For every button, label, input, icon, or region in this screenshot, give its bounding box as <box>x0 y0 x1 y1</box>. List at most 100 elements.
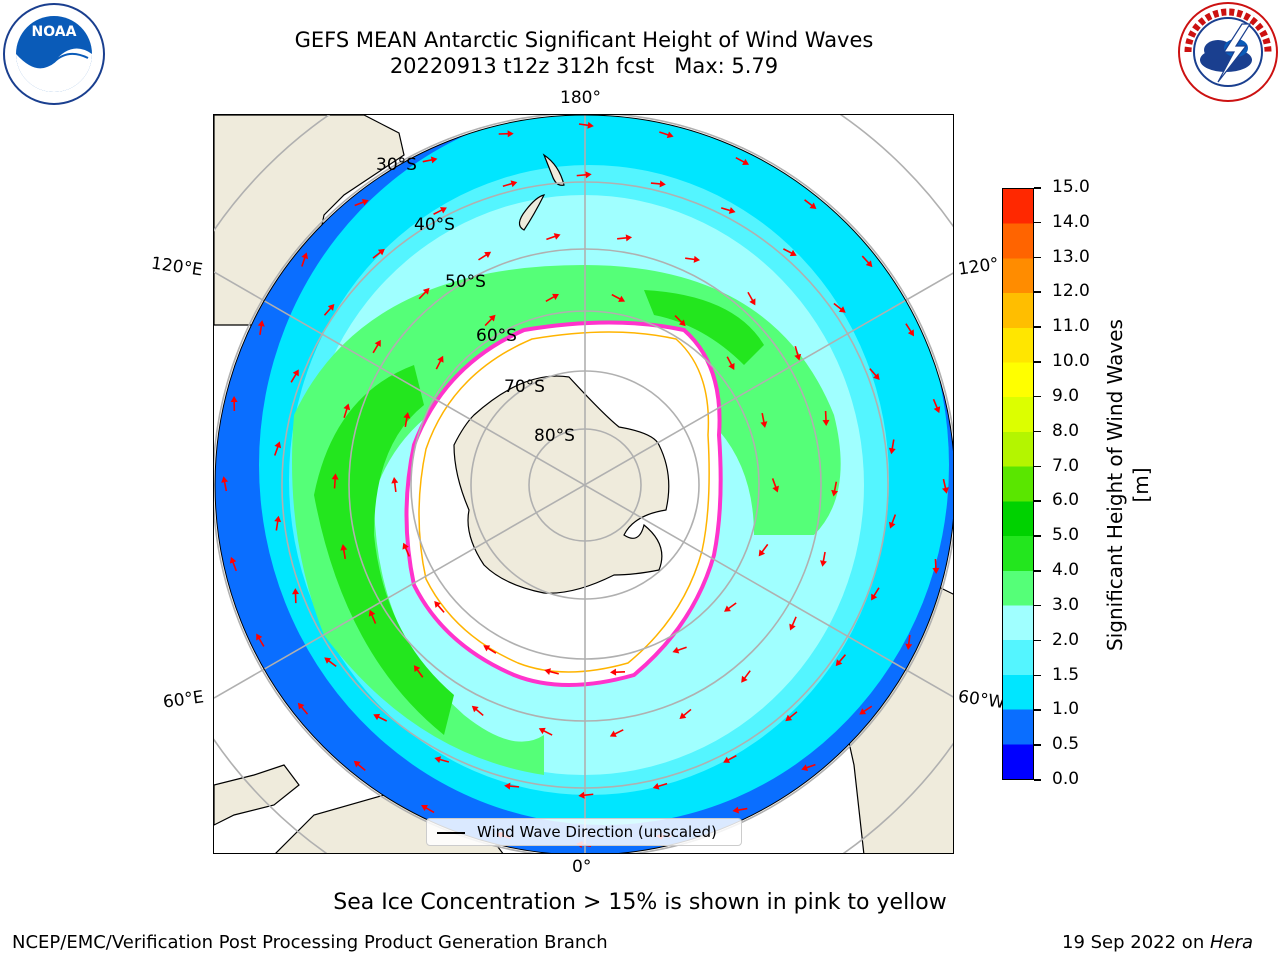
wave-direction-arrow <box>301 252 309 267</box>
legend-line-swatch <box>437 832 465 834</box>
sea-ice-margin <box>418 331 710 673</box>
colorbar-tick-mark <box>1034 674 1041 677</box>
wave-direction-arrow <box>659 131 674 139</box>
wave-direction-arrow <box>771 478 779 493</box>
lat-label-30: 30°S <box>376 155 417 175</box>
lon-label-180: 180° <box>560 88 601 108</box>
colorbar-tick-mark <box>1034 465 1041 468</box>
footer-host: Hera <box>1209 932 1253 953</box>
colorbar-tick-mark <box>1034 291 1041 293</box>
wave-direction-arrow <box>674 314 686 327</box>
antarctica-land <box>453 375 670 594</box>
wave-direction-arrow <box>741 670 751 683</box>
colorbar-tick-mark <box>1034 535 1041 537</box>
wave-direction-arrow <box>747 291 756 306</box>
lat-label-50: 50°S <box>445 272 486 292</box>
wave-direction-arrow <box>932 558 940 574</box>
wave-direction-arrow <box>609 729 624 737</box>
wave-direction-arrow <box>576 171 592 179</box>
wave-direction-arrow <box>483 645 497 654</box>
wave-direction-arrow <box>353 760 366 771</box>
wave-direction-arrow <box>421 804 435 814</box>
wave-direction-arrow <box>471 705 484 717</box>
band-4.0-5.0 <box>314 365 454 735</box>
wave-direction-arrow <box>833 302 846 313</box>
wave-direction-arrow <box>221 476 229 492</box>
wave-direction-arrow <box>905 634 913 650</box>
wave-direction-arrow <box>905 323 915 337</box>
wave-direction-arrow <box>888 514 897 529</box>
wave-direction-arrow <box>650 180 666 188</box>
wave-direction-arrow <box>758 543 769 557</box>
wave-direction-arrow <box>888 439 896 455</box>
map-legend: Wind Wave Direction (unscaled) <box>426 818 742 846</box>
colorbar-tick-mark <box>1034 326 1041 328</box>
wave-direction-arrow <box>578 791 594 799</box>
colorbar-tick-label: 11.0 <box>1052 316 1090 337</box>
legend-label: Wind Wave Direction (unscaled) <box>477 823 717 841</box>
wave-direction-arrow <box>831 481 839 497</box>
wave-direction-arrow <box>732 806 748 814</box>
wave-direction-arrow <box>331 473 339 489</box>
wave-direction-arrow <box>835 654 847 667</box>
wave-direction-arrow <box>256 633 265 647</box>
wave-direction-arrow <box>403 412 411 428</box>
wave-direction-arrow <box>504 782 520 790</box>
wave-direction-arrow <box>859 705 873 715</box>
wave-direction-arrow <box>297 702 309 715</box>
colorbar-tick-mark <box>1034 709 1041 711</box>
national-weather-service-logo <box>1178 2 1278 102</box>
wave-direction-arrow <box>498 130 514 138</box>
map-boundary <box>214 115 953 853</box>
noaa-logo: NOAA <box>3 3 105 105</box>
wave-direction-arrow <box>343 403 351 419</box>
wave-direction-arrow <box>785 711 798 722</box>
colorbar-label: Significant Height of Wind Waves [m] <box>1103 319 1153 651</box>
wave-direction-arrow <box>372 339 381 354</box>
chart-subtitle-forecast: 20220913 t12z 312h fcst Max: 5.79 <box>389 54 779 78</box>
wave-direction-arrow <box>502 180 518 188</box>
wave-direction-arrow <box>478 251 492 261</box>
wave-direction-arrow <box>932 398 941 414</box>
new-zealand-land <box>518 153 565 231</box>
footer-date: 19 Sep 2022 on Hera <box>1062 932 1253 953</box>
wave-direction-arrow <box>292 588 300 604</box>
wave-direction-arrow <box>869 368 880 380</box>
wave-direction-arrow <box>544 668 559 675</box>
wave-direction-arrow <box>257 320 265 336</box>
colorbar-tick-mark <box>1034 430 1041 433</box>
wave-direction-arrow <box>434 601 445 613</box>
wave-direction-arrow <box>871 587 880 601</box>
wave-direction-arrow <box>435 355 444 370</box>
wave-direction-arrow <box>418 287 430 300</box>
footer-credit: NCEP/EMC/Verification Post Processing Pr… <box>12 932 608 953</box>
colorbar-tick-label: 9.0 <box>1052 385 1080 406</box>
lat-label-70: 70°S <box>504 377 545 397</box>
wave-direction-arrow <box>617 234 633 242</box>
wave-direction-arrow <box>720 207 736 214</box>
lat-label-40: 40°S <box>414 215 455 235</box>
wave-direction-arrow <box>794 345 802 361</box>
chart-title: GEFS MEAN Antarctic Significant Height o… <box>294 28 874 52</box>
colorbar-tick-mark <box>1034 779 1041 781</box>
wave-direction-arrow <box>324 657 337 668</box>
wave-direction-arrow <box>229 556 238 572</box>
wave-direction-arrow <box>942 478 949 494</box>
wave-direction-arrow <box>822 410 830 426</box>
wave-direction-arrow <box>274 515 282 531</box>
lat-label-80: 80°S <box>534 426 575 446</box>
colorbar-tick-label: 1.5 <box>1052 664 1080 685</box>
wave-direction-arrow <box>820 551 827 567</box>
wave-direction-arrow <box>434 756 450 763</box>
wave-direction-arrow <box>422 156 438 164</box>
colorbar-tick-label: 15.0 <box>1052 177 1090 197</box>
wave-direction-arrow <box>652 782 668 790</box>
colorbar-tick-label: 4.0 <box>1052 560 1080 581</box>
colorbar-tick-mark <box>1034 256 1041 259</box>
polar-map: 30°S 40°S 50°S 60°S 70°S 80°S <box>213 114 954 854</box>
wave-direction-arrow <box>484 314 496 327</box>
wave-direction-arrow <box>323 303 335 316</box>
lon-label-120w: 120° <box>956 254 1001 280</box>
lon-label-60e: 60°E <box>161 687 206 713</box>
colorbar-tick-mark <box>1034 395 1041 398</box>
